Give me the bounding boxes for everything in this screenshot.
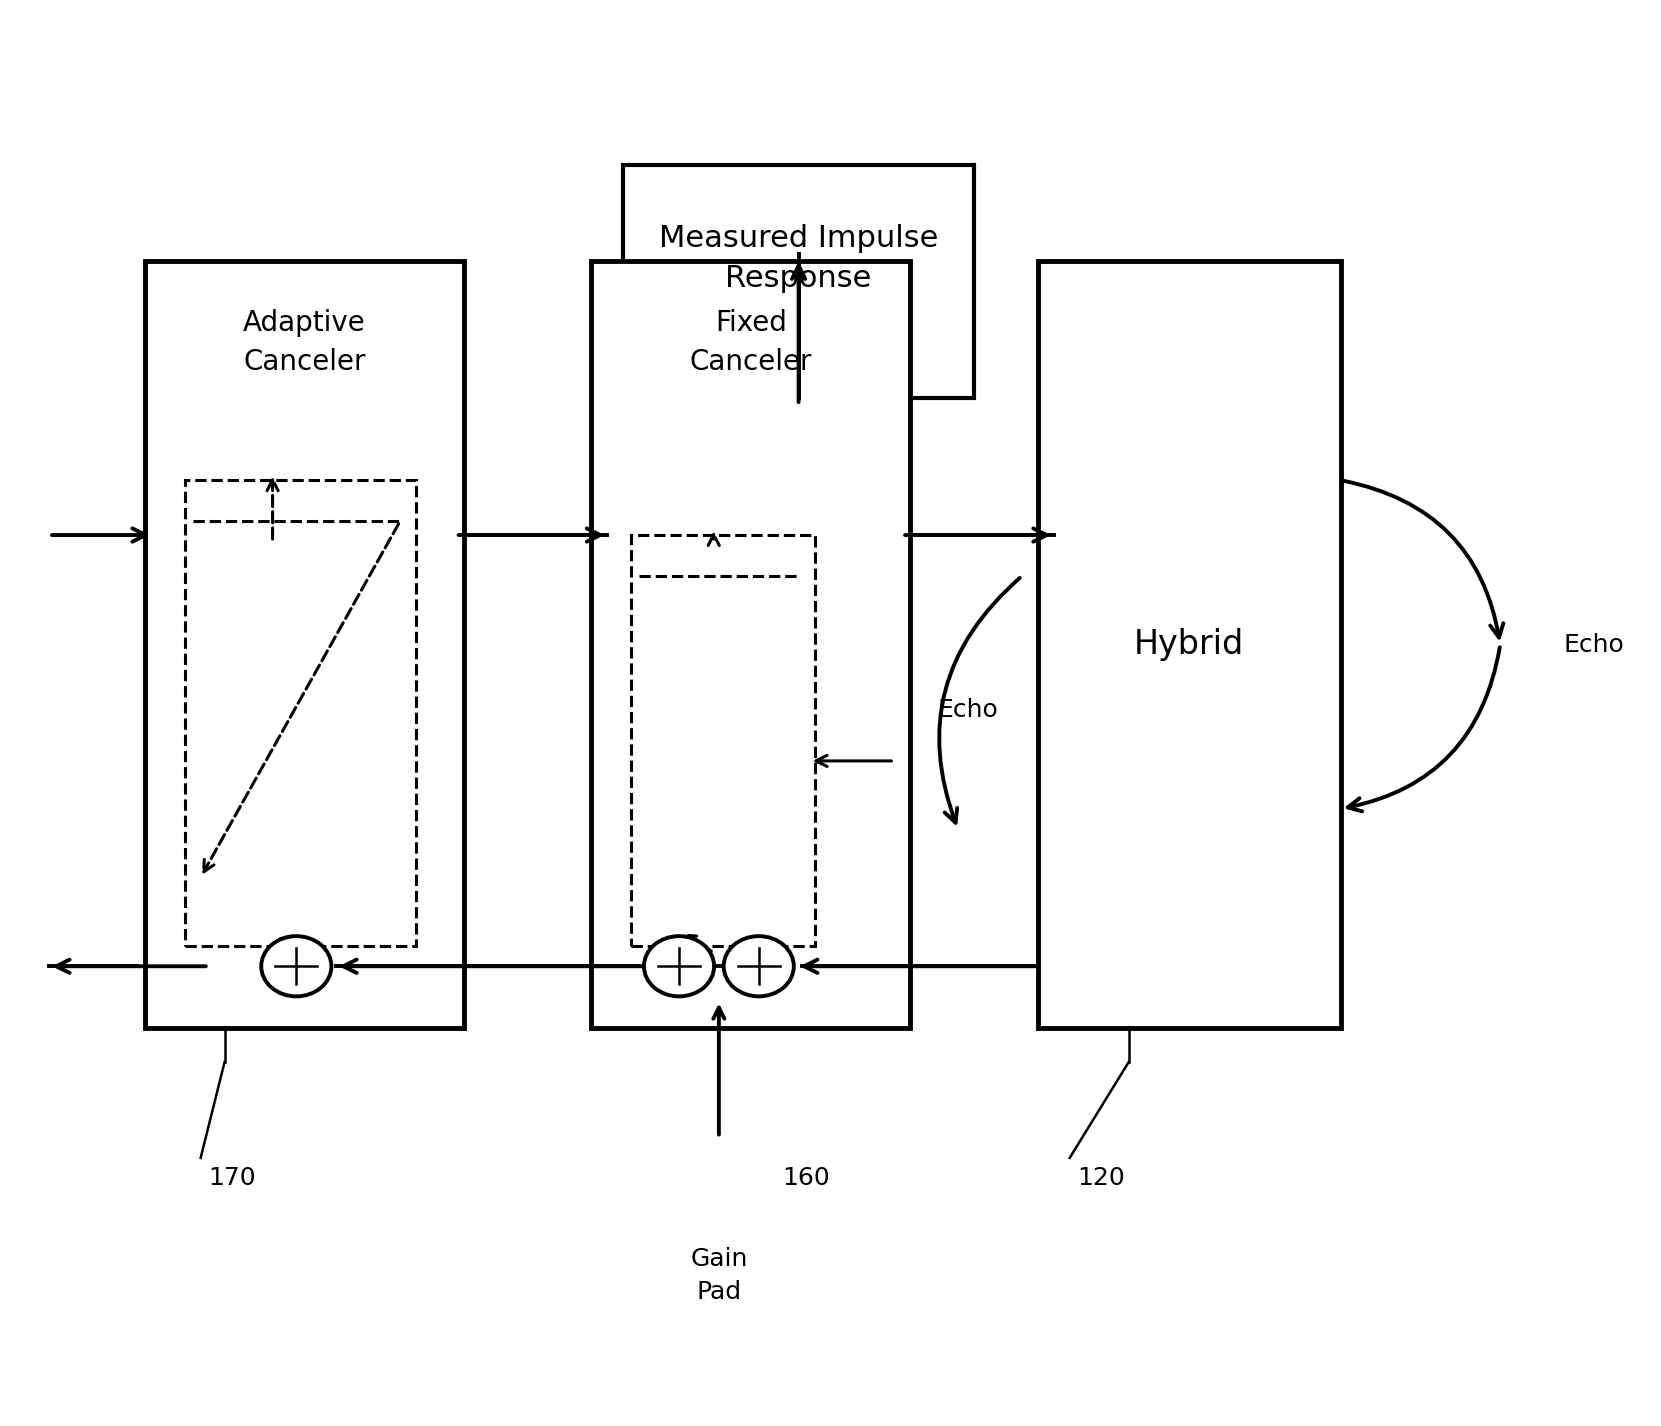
Text: 120: 120 bbox=[1078, 1166, 1126, 1191]
FancyArrowPatch shape bbox=[938, 578, 1020, 823]
Text: Gain
Pad: Gain Pad bbox=[691, 1246, 747, 1305]
Bar bbox=[184, 481, 415, 945]
FancyArrowPatch shape bbox=[1344, 481, 1503, 637]
Circle shape bbox=[644, 935, 714, 997]
Text: 160: 160 bbox=[782, 1166, 830, 1191]
Circle shape bbox=[724, 935, 794, 997]
Text: Fixed
Canceler: Fixed Canceler bbox=[689, 309, 812, 376]
Text: Echo: Echo bbox=[937, 697, 998, 722]
Text: 170: 170 bbox=[209, 1166, 256, 1191]
Text: Hybrid: Hybrid bbox=[1134, 627, 1244, 662]
Bar bbox=[591, 261, 910, 1028]
Text: Measured Impulse
Response: Measured Impulse Response bbox=[659, 224, 938, 294]
Bar bbox=[1038, 261, 1340, 1028]
Text: Echo: Echo bbox=[1565, 633, 1624, 656]
Text: Adaptive
Canceler: Adaptive Canceler bbox=[243, 309, 365, 376]
Bar bbox=[145, 261, 463, 1028]
Bar bbox=[623, 165, 973, 398]
FancyArrowPatch shape bbox=[1347, 647, 1500, 811]
Circle shape bbox=[261, 935, 332, 997]
Bar bbox=[631, 535, 814, 945]
